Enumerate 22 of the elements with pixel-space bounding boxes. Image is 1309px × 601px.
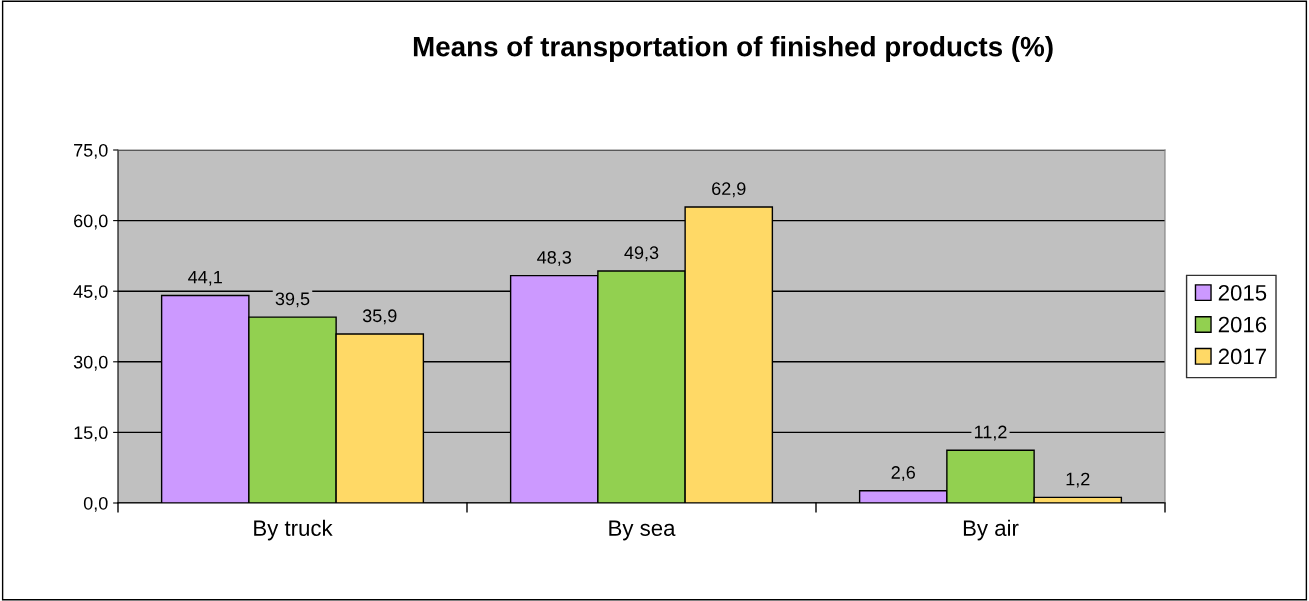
legend-label: 2017 [1218,348,1267,365]
data-label: 39,5 [275,292,310,308]
y-tick-label: 75,0 [74,143,108,159]
y-tick-label: 0,0 [83,496,108,512]
x-tick-label: By sea [609,520,676,541]
y-tick-label: 60,0 [74,214,108,230]
data-label: 35,9 [362,309,397,325]
legend-label: 2016 [1218,316,1267,333]
chart-title: Means of transportation of finished products (%) [413,36,1053,62]
legend-label: 2015 [1218,284,1267,301]
x-tick-label: By truck [254,519,333,541]
y-tick-label: 30,0 [73,355,108,371]
data-label: 49,3 [624,246,659,262]
data-label: 62,9 [712,182,746,198]
data-label: 48,3 [537,250,572,266]
y-tick-label: 15,0 [74,426,108,442]
data-label: 1,2 [1066,472,1090,488]
data-label: 11,2 [974,425,1007,441]
data-label: 44,1 [188,270,222,286]
y-tick-label: 45,0 [73,285,108,301]
data-label: 2,6 [891,466,916,481]
x-tick-label: By air [963,519,1019,541]
